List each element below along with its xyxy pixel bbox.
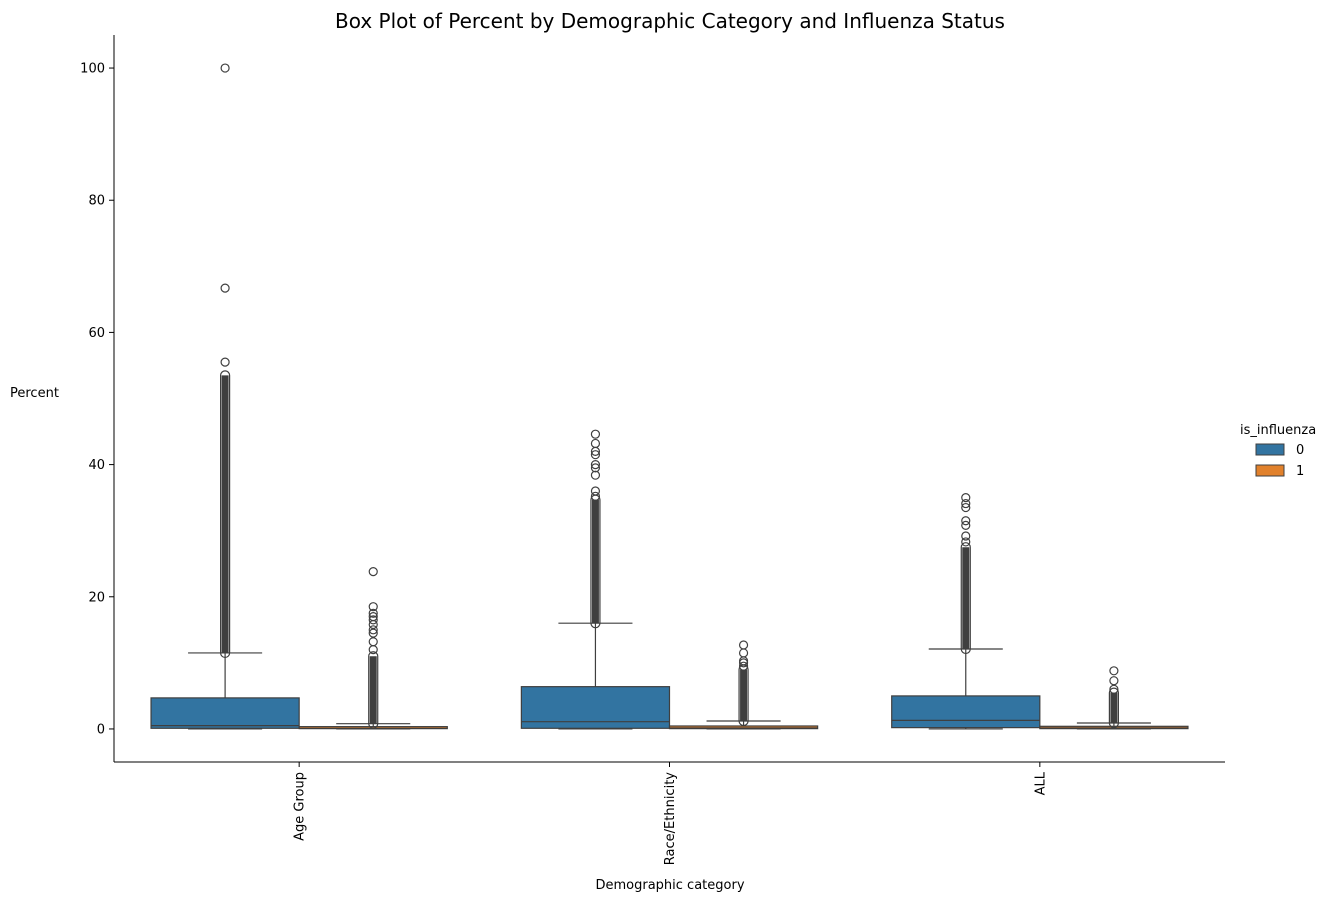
outlier-point xyxy=(368,567,378,577)
y-tick-label: 20 xyxy=(88,590,105,605)
y-axis-ticks: 0 20 40 60 80 100 xyxy=(80,62,114,737)
outlier-point xyxy=(961,502,971,513)
box-1-race-ethnicity xyxy=(668,640,819,730)
y-tick-label: 60 xyxy=(88,326,105,341)
outlier-band xyxy=(960,542,971,655)
outlier-point xyxy=(738,640,749,650)
outlier-band xyxy=(220,370,231,659)
outlier-point xyxy=(738,648,749,658)
outlier-point xyxy=(368,637,378,647)
box-1-all xyxy=(1039,666,1189,730)
outlier-point xyxy=(368,615,378,625)
y-tick-label: 40 xyxy=(88,458,105,473)
outlier-point xyxy=(738,661,749,671)
outlier-point xyxy=(368,602,378,612)
y-tick-label: 80 xyxy=(88,194,105,209)
outlier-point xyxy=(368,645,378,655)
outlier-point xyxy=(961,493,971,503)
box-series xyxy=(150,63,1189,730)
outlier-point xyxy=(368,625,378,635)
outlier-point xyxy=(220,63,230,73)
outlier-point xyxy=(1109,676,1119,686)
outlier-point xyxy=(590,450,601,460)
outlier-point xyxy=(961,516,971,526)
legend-swatch-0 xyxy=(1255,443,1285,456)
outlier-point xyxy=(590,438,601,449)
outlier-point xyxy=(1109,666,1119,676)
box-0-race-ethnicity xyxy=(520,429,671,730)
chart-title: Box Plot of Percent by Demographic Categ… xyxy=(335,9,1005,33)
outlier-point xyxy=(220,283,230,293)
series-0 xyxy=(150,63,1041,730)
outlier-point xyxy=(961,531,971,541)
outlier-point xyxy=(220,357,230,367)
y-tick-label: 100 xyxy=(80,62,105,77)
outlier-point xyxy=(368,608,378,618)
box-1-age-group xyxy=(298,567,448,730)
outlier-point xyxy=(961,537,971,547)
outlier-point xyxy=(590,429,601,439)
outlier-point xyxy=(590,470,601,480)
legend-label-0: 0 xyxy=(1296,443,1304,458)
outlier-point xyxy=(961,520,971,530)
outlier-point xyxy=(590,491,601,501)
y-axis-label: Percent xyxy=(10,386,59,401)
legend-title: is_influenza xyxy=(1240,423,1316,438)
x-tick-label: Race/Ethnicity xyxy=(663,772,678,865)
x-axis-label: Demographic category xyxy=(595,878,744,893)
outlier-point xyxy=(368,619,378,630)
box-0-all xyxy=(891,493,1041,730)
outlier-point xyxy=(368,611,378,622)
outlier-point xyxy=(961,498,971,509)
outlier-band xyxy=(368,651,379,729)
legend: is_influenza 0 1 xyxy=(1240,423,1316,479)
legend-swatch-1 xyxy=(1255,464,1285,477)
box-0-age-group xyxy=(150,63,300,730)
outlier-band xyxy=(1108,687,1120,729)
outlier-point xyxy=(590,463,601,473)
outlier-point xyxy=(590,486,601,496)
series-1 xyxy=(298,567,1189,730)
x-axis-ticks: Age Group Race/Ethnicity ALL xyxy=(293,762,1048,865)
box-body xyxy=(891,695,1041,729)
outlier-point xyxy=(590,459,601,470)
y-tick-label: 0 xyxy=(97,722,105,737)
x-tick-label: ALL xyxy=(1033,771,1048,795)
box-body xyxy=(150,697,300,729)
x-tick-label: Age Group xyxy=(293,772,308,841)
legend-label-1: 1 xyxy=(1296,464,1304,479)
